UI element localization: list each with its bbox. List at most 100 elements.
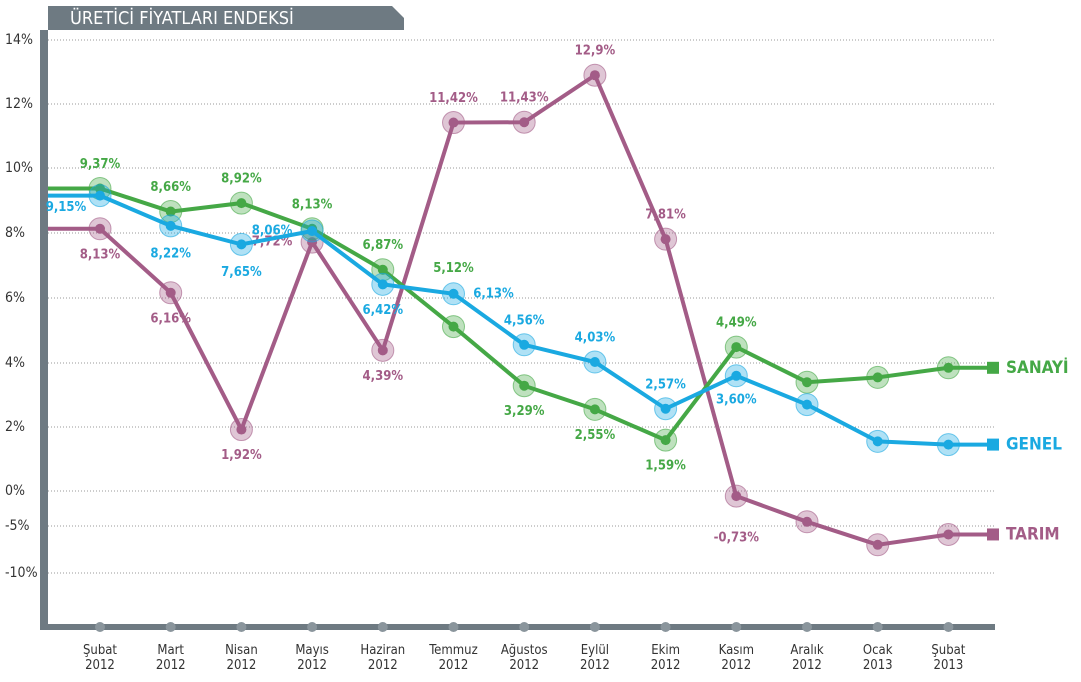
- point: [943, 439, 954, 450]
- x-tick-label-line: 2012: [439, 658, 469, 673]
- point: [943, 362, 954, 373]
- data-label: 4,49%: [716, 316, 757, 331]
- data-label: 5,12%: [433, 261, 474, 276]
- point: [236, 198, 247, 209]
- y-tick-label: 6%: [5, 290, 25, 306]
- data-label: 9,37%: [80, 157, 121, 172]
- point: [731, 491, 742, 502]
- x-tick-label-line: Şubat: [931, 643, 965, 658]
- point: [307, 226, 318, 237]
- x-tick-label: Nisan 2012: [225, 643, 258, 673]
- x-tick-label-line: 2012: [651, 658, 681, 673]
- y-tick-label: -10%: [5, 565, 38, 581]
- data-label: 6,42%: [363, 303, 404, 318]
- point: [95, 183, 105, 194]
- x-tick-label: Haziran 2012: [360, 643, 405, 673]
- x-tick-dot: [307, 622, 318, 632]
- data-label: 7,81%: [645, 208, 686, 223]
- point: [943, 529, 954, 540]
- point: [802, 516, 812, 527]
- data-label: 11,43%: [500, 91, 549, 106]
- data-label: 8,66%: [150, 180, 191, 195]
- left-bar: [40, 30, 48, 630]
- x-tick-dot: [731, 622, 742, 632]
- x-tick-dot: [802, 622, 812, 632]
- point: [589, 404, 600, 415]
- x-tick-label-line: Aralık: [790, 643, 823, 658]
- point: [872, 436, 883, 447]
- y-tick-label: 12%: [5, 96, 33, 112]
- point: [95, 223, 105, 234]
- point: [589, 70, 600, 81]
- x-tick-label-line: 2012: [85, 658, 115, 673]
- y-tick-label: 2%: [5, 419, 25, 435]
- data-label: 4,39%: [363, 369, 404, 384]
- y-tick-label: 14%: [5, 32, 33, 48]
- x-tick-label-line: Mart: [157, 643, 184, 658]
- x-tick-label-line: 2012: [368, 658, 398, 673]
- data-label: -0,73%: [714, 531, 760, 546]
- point: [872, 539, 883, 550]
- x-tick-label-line: Ekim: [651, 643, 680, 658]
- x-tick-dot: [377, 622, 388, 632]
- x-tick-label-line: Kasım: [719, 643, 754, 658]
- data-label: 4,56%: [504, 313, 545, 328]
- point: [165, 287, 176, 298]
- x-tick-dot: [589, 622, 600, 632]
- point: [802, 399, 812, 410]
- data-label: 9,15%: [46, 200, 87, 215]
- data-label: 2,55%: [575, 428, 616, 443]
- x-tick-label: Ocak 2013: [863, 643, 893, 673]
- data-label: 8,13%: [292, 197, 333, 212]
- x-tick-label-line: 2013: [863, 658, 893, 673]
- x-tick-label: Eylül 2012: [580, 643, 610, 673]
- legend-swatch: [987, 438, 999, 451]
- data-label: 6,16%: [150, 311, 191, 326]
- point: [519, 339, 530, 350]
- x-tick-label: Temmuz 2012: [428, 643, 477, 673]
- x-tick-dot: [519, 622, 530, 632]
- x-tick-label-line: Ocak: [863, 643, 893, 658]
- x-tick-label: Ekim 2012: [651, 643, 681, 673]
- point: [165, 220, 176, 231]
- x-tick-label-line: Şubat: [83, 643, 117, 658]
- data-label: 2,57%: [645, 377, 686, 392]
- point: [519, 117, 530, 128]
- data-label: 1,59%: [645, 459, 686, 474]
- point: [377, 264, 388, 275]
- x-tick-label-line: 2012: [792, 658, 822, 673]
- point: [236, 424, 247, 435]
- data-label: 11,42%: [429, 91, 478, 106]
- data-label: 3,29%: [504, 404, 545, 419]
- point: [519, 380, 530, 391]
- x-axis-bar: [40, 624, 995, 630]
- data-label: 7,65%: [221, 265, 262, 280]
- data-label: 8,92%: [221, 172, 262, 187]
- point: [802, 377, 812, 388]
- x-tick-label-line: 2013: [934, 658, 964, 673]
- x-tick-dot: [236, 622, 247, 632]
- point: [95, 190, 105, 201]
- point: [589, 357, 600, 368]
- data-label: 6,13%: [473, 286, 514, 301]
- chart-title: ÜRETİCİ FİYATLARI ENDEKSİ: [70, 7, 294, 29]
- point: [448, 288, 459, 299]
- x-tick-dot: [660, 622, 671, 632]
- point: [377, 279, 388, 290]
- title-tab: [48, 6, 404, 30]
- legend-swatch: [987, 528, 999, 541]
- x-tick-label-line: Nisan: [225, 643, 258, 658]
- x-tick-label: Mayıs 2012: [295, 643, 329, 673]
- x-tick-label: Mart 2012: [156, 643, 186, 673]
- data-label: 8,13%: [80, 247, 121, 262]
- x-tick-label-line: Haziran: [360, 643, 405, 658]
- legend-label: GENEL: [1006, 435, 1062, 455]
- data-label: 4,03%: [575, 331, 616, 346]
- x-tick-label-line: 2012: [721, 658, 751, 673]
- y-tick-label: 8%: [5, 225, 25, 241]
- y-tick-label: 0%: [5, 483, 25, 499]
- point: [660, 435, 671, 446]
- x-tick-label-line: Temmuz: [428, 643, 477, 658]
- legend-label: SANAYİ: [1006, 356, 1069, 378]
